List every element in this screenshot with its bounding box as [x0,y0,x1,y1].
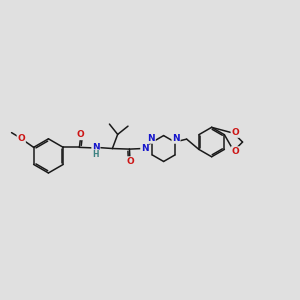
Text: O: O [77,130,85,140]
Text: N: N [92,143,100,152]
Text: O: O [231,147,239,156]
Text: H: H [93,150,99,159]
Text: O: O [17,134,25,143]
Text: N: N [172,134,180,143]
Text: N: N [147,134,155,143]
Text: O: O [231,128,239,137]
Text: N: N [141,144,148,153]
Text: O: O [126,157,134,166]
